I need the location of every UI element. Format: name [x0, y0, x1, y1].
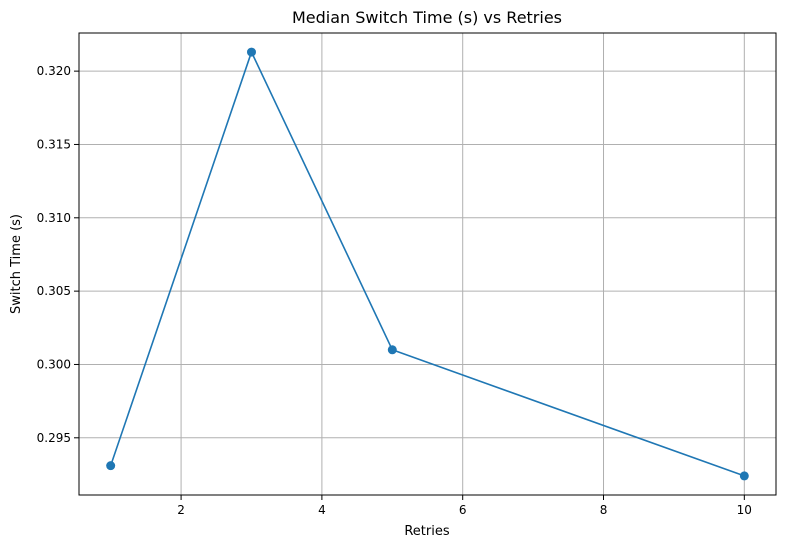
y-tick-label: 0.295	[37, 431, 71, 445]
x-axis-label: Retries	[404, 524, 449, 539]
x-tick-label: 10	[737, 503, 752, 517]
y-tick-label: 0.300	[37, 357, 71, 371]
x-tick-label: 8	[600, 503, 608, 517]
series-layer	[106, 47, 749, 481]
data-point-marker	[387, 345, 397, 355]
y-tick-label: 0.320	[37, 64, 71, 78]
x-tick-label: 4	[318, 503, 326, 517]
x-axis-ticks: 2 4 6 8 10	[177, 495, 752, 517]
y-axis-ticks: 0.295 0.300 0.305 0.310 0.315 0.320	[37, 64, 79, 445]
series-line	[109, 51, 746, 477]
chart-title: Median Switch Time (s) vs Retries	[292, 8, 562, 27]
grid-layer	[79, 33, 776, 495]
data-point-marker	[739, 471, 749, 481]
data-point-marker	[246, 47, 256, 57]
y-axis-label: Switch Time (s)	[9, 214, 24, 314]
data-point-marker	[106, 461, 116, 471]
x-tick-label: 2	[177, 503, 185, 517]
x-tick-label: 6	[459, 503, 467, 517]
y-tick-label: 0.315	[37, 137, 71, 151]
y-tick-label: 0.305	[37, 284, 71, 298]
plot-frame	[78, 32, 777, 496]
y-tick-label: 0.310	[37, 211, 71, 225]
